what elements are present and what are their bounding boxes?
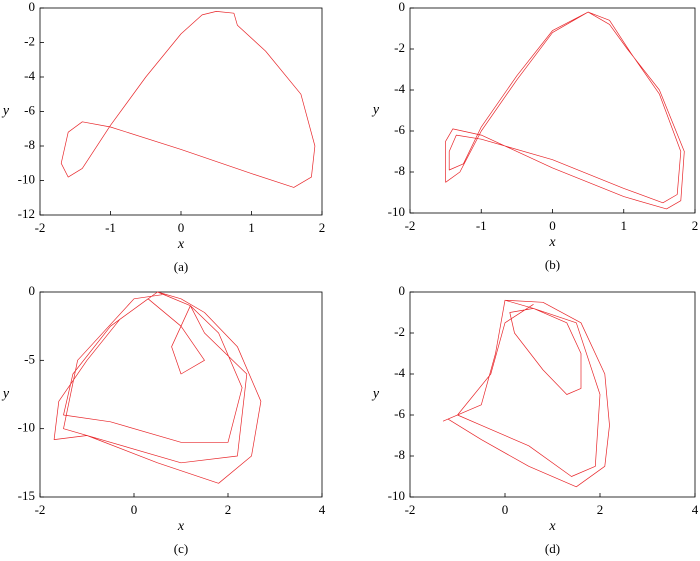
- y-axis-label: y: [371, 103, 380, 118]
- x-axis-label: x: [177, 519, 185, 534]
- x-tick-label: 2: [597, 502, 604, 517]
- x-tick-label: -2: [35, 220, 46, 235]
- y-tick-label: -10: [388, 204, 405, 219]
- y-tick-label: 0: [29, 283, 36, 298]
- y-tick-label: -6: [394, 122, 405, 137]
- y-tick-label: -8: [24, 137, 35, 152]
- x-tick-label: 0: [502, 502, 509, 517]
- panel-caption: (d): [545, 541, 560, 556]
- y-axis-label: y: [371, 387, 380, 402]
- trajectory: [442, 299, 610, 488]
- y-tick-label: -10: [18, 171, 35, 186]
- x-tick-label: 0: [178, 220, 185, 235]
- y-axis-label: y: [1, 387, 10, 402]
- x-tick-label: 0: [549, 218, 556, 233]
- x-tick-label: -1: [105, 220, 116, 235]
- x-tick-label: -2: [405, 218, 416, 233]
- x-axis-label: x: [177, 237, 185, 252]
- y-tick-label: -12: [18, 206, 35, 221]
- y-tick-label: -2: [394, 324, 405, 339]
- y-tick-label: -6: [24, 102, 35, 117]
- x-axis-label: x: [548, 235, 556, 250]
- plot-frame: [409, 7, 696, 214]
- trajectory: [60, 11, 316, 188]
- y-tick-label: -10: [18, 420, 35, 435]
- y-tick-label: -2: [24, 33, 35, 48]
- y-tick-label: -8: [394, 163, 405, 178]
- x-tick-label: 2: [692, 218, 699, 233]
- plot-frame: [39, 291, 323, 498]
- y-tick-label: -6: [394, 406, 405, 421]
- x-tick-label: 0: [131, 502, 138, 517]
- x-axis-label: x: [548, 519, 556, 534]
- x-tick-label: 2: [319, 220, 326, 235]
- y-tick-label: -4: [24, 68, 35, 83]
- x-tick-label: 1: [621, 218, 628, 233]
- plot-frame: [409, 291, 696, 498]
- y-tick-label: 0: [399, 283, 406, 298]
- x-tick-label: -2: [35, 502, 46, 517]
- panel-caption: (b): [545, 257, 560, 272]
- trajectory: [53, 291, 262, 484]
- x-tick-label: 4: [319, 502, 326, 517]
- x-tick-label: -2: [405, 502, 416, 517]
- x-tick-label: -1: [476, 218, 487, 233]
- y-tick-label: 0: [29, 0, 36, 14]
- plot-frame: [39, 7, 323, 216]
- y-tick-label: -5: [24, 351, 35, 366]
- x-tick-label: 1: [248, 220, 255, 235]
- panel-caption: (a): [174, 259, 188, 274]
- y-tick-label: -15: [18, 488, 35, 503]
- y-axis-label: y: [1, 104, 10, 119]
- x-tick-label: 4: [692, 502, 699, 517]
- panel-caption: (c): [174, 541, 188, 556]
- y-tick-label: -8: [394, 447, 405, 462]
- y-tick-label: -4: [394, 365, 405, 380]
- y-tick-label: -10: [388, 488, 405, 503]
- x-tick-label: 2: [225, 502, 232, 517]
- y-tick-label: -2: [394, 40, 405, 55]
- trajectory: [445, 11, 685, 210]
- y-tick-label: -4: [394, 81, 405, 96]
- y-tick-label: 0: [399, 0, 406, 14]
